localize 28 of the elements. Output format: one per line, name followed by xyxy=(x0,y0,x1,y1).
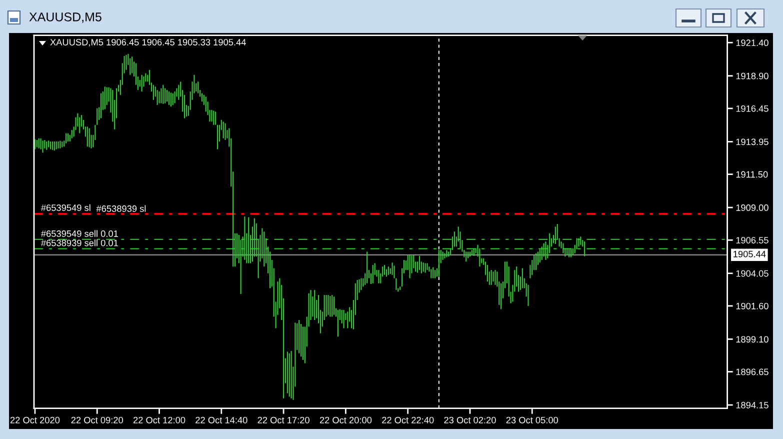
x-tick-label: 22 Oct 20:00 xyxy=(320,416,372,424)
y-tick-label: 1906.55 xyxy=(736,237,768,244)
y-tick-label: 1899.10 xyxy=(736,336,768,343)
y-tick-label: 1916.45 xyxy=(736,105,768,112)
ref-line-label: 1905.44 xyxy=(734,250,766,258)
y-tick-label: 1901.60 xyxy=(736,302,768,310)
chart-title: XAUUSD,M5 xyxy=(29,12,102,23)
y-tick-label: 1921.40 xyxy=(736,40,768,46)
x-tick-label: 22 Oct 12:00 xyxy=(133,416,186,424)
chart-subtitle: XAUUSD,M5 1906.45 1906.45 1905.33 1905.44 xyxy=(50,38,246,47)
x-tick-label: 22 Oct 09:20 xyxy=(71,416,124,424)
ref-line-label: #6538939 sell 0.01 xyxy=(40,239,118,246)
y-tick-label: 1896.65 xyxy=(736,368,768,376)
x-tick-label: 23 Oct 02:20 xyxy=(444,416,496,424)
ref-line-label: #6538939 sl xyxy=(96,205,146,212)
y-tick-label: 1904.05 xyxy=(736,270,768,277)
x-tick-label: 23 Oct 05:00 xyxy=(506,416,558,424)
x-tick-label: 22 Oct 17:20 xyxy=(258,416,310,424)
x-tick-label: 22 Oct 14:40 xyxy=(196,416,248,424)
x-tick-label: 22 Oct 22:40 xyxy=(382,416,434,424)
ref-line-label: #6539549 sl xyxy=(40,204,90,211)
x-tick-label: 22 Oct 2020 xyxy=(10,416,60,424)
ref-line-label: #6539549 sell 0.01 xyxy=(40,230,118,237)
y-tick-label: 1913.95 xyxy=(736,138,768,146)
y-tick-label: 1911.50 xyxy=(736,171,768,178)
y-tick-label: 1909.00 xyxy=(736,204,768,211)
y-tick-label: 1894.15 xyxy=(736,402,768,408)
y-tick-label: 1918.90 xyxy=(736,72,768,80)
